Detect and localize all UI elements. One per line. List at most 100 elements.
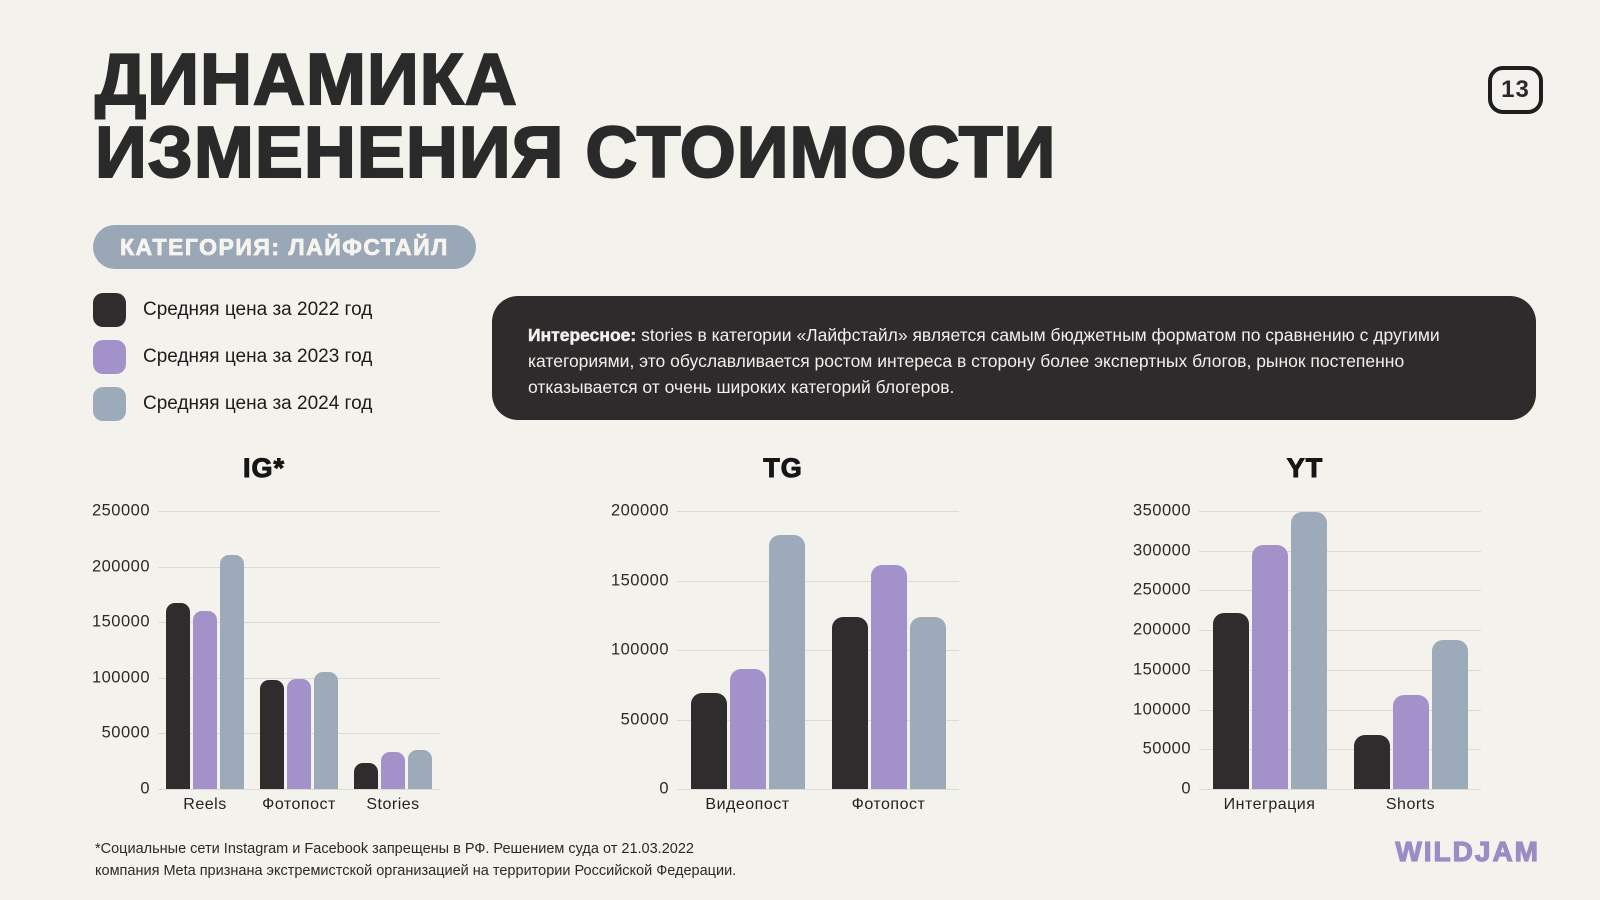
bar-group bbox=[831, 511, 946, 789]
gridline bbox=[1199, 789, 1481, 790]
gridline bbox=[677, 511, 959, 512]
gridline bbox=[158, 789, 440, 790]
insight-text: stories в категории «Лайфстайл» является… bbox=[528, 325, 1440, 397]
bar bbox=[408, 750, 432, 789]
y-tick-label: 200000 bbox=[610, 501, 669, 520]
legend-swatch-2024 bbox=[93, 387, 126, 421]
bar bbox=[870, 565, 907, 789]
y-tick-label: 200000 bbox=[1132, 620, 1191, 639]
bar-group bbox=[354, 511, 432, 789]
gridline bbox=[1199, 550, 1481, 552]
bar bbox=[314, 672, 338, 789]
legend-label-2024: Средняя цена за 2024 год bbox=[143, 393, 373, 414]
x-category-label: Reels bbox=[183, 796, 227, 813]
chart-title-tg: TG bbox=[763, 453, 803, 484]
bar bbox=[909, 616, 946, 789]
x-category-label: Видеопост bbox=[705, 796, 790, 813]
chart-legend: Средняя цена за 2022 год Средняя цена за… bbox=[93, 293, 372, 434]
bar-group bbox=[1353, 511, 1468, 789]
y-tick-label: 250000 bbox=[1132, 580, 1191, 599]
y-tick-label: 200000 bbox=[91, 557, 150, 576]
chart-ig: IG* 250000 200000 150000 100000 50000 0 Reels… bbox=[88, 448, 440, 823]
y-tick-label: 150000 bbox=[610, 571, 669, 589]
y-tick-label: 0 bbox=[140, 779, 150, 798]
y-axis-ig: 250000 200000 150000 100000 50000 0 bbox=[88, 502, 150, 798]
x-category-label: Stories bbox=[366, 796, 420, 813]
gridline bbox=[1199, 749, 1481, 751]
bar bbox=[729, 669, 766, 789]
gridline bbox=[1199, 511, 1481, 512]
y-tick-label: 0 bbox=[659, 779, 669, 798]
gridline bbox=[677, 719, 959, 721]
y-tick-label: 150000 bbox=[91, 612, 150, 631]
gridline bbox=[1199, 669, 1481, 671]
y-tick-label: 100000 bbox=[91, 668, 150, 687]
bar bbox=[1212, 613, 1249, 789]
bar bbox=[260, 680, 284, 789]
y-tick-label: 300000 bbox=[1132, 541, 1191, 560]
bars-row-ig bbox=[158, 511, 440, 789]
gridline bbox=[677, 650, 959, 651]
legend-item-2022: Средняя цена за 2022 год bbox=[93, 293, 372, 327]
bar bbox=[220, 555, 244, 789]
category-badge-label: КАТЕГОРИЯ: ЛАЙФСТАЙЛ bbox=[120, 233, 449, 260]
y-tick-label: 50000 bbox=[620, 710, 669, 728]
y-tick-label: 250000 bbox=[91, 501, 150, 520]
chart-body-ig: 250000 200000 150000 100000 50000 0 bbox=[88, 502, 440, 798]
page-title-line-2: ИЗМЕНЕНИЯ СТОИМОСТИ bbox=[94, 113, 1057, 193]
bar-group bbox=[1212, 511, 1327, 789]
bar-group bbox=[260, 511, 338, 789]
y-tick-label: 100000 bbox=[610, 640, 669, 659]
y-axis-tg: 200000 150000 100000 50000 0 bbox=[607, 502, 669, 798]
chart-body-yt: 350000 300000 250000 200000 150000 100000 5000… bbox=[1129, 502, 1481, 798]
legend-label-2023: Средняя цена за 2023 год bbox=[143, 346, 373, 367]
bar bbox=[193, 611, 217, 789]
bar bbox=[1353, 735, 1390, 789]
plot-area-tg bbox=[677, 511, 959, 790]
y-tick-label: 50000 bbox=[1142, 739, 1191, 758]
bars-row-yt bbox=[1199, 511, 1481, 789]
page-number: 13 bbox=[1501, 76, 1530, 103]
bars-row-tg bbox=[677, 511, 959, 789]
gridline bbox=[158, 677, 440, 679]
bar bbox=[1431, 639, 1468, 789]
gridline bbox=[158, 622, 440, 624]
wildjam-logo: WILDJAM bbox=[1395, 835, 1540, 867]
page-title-line-1: ДИНАМИКА bbox=[94, 40, 518, 120]
page-title: ДИНАМИКА ИЗМЕНЕНИЯ СТОИМОСТИ bbox=[94, 40, 1057, 193]
chart-title-yt: YT bbox=[1286, 453, 1324, 484]
insight-lead: Интересное: bbox=[528, 325, 637, 346]
y-tick-label: 100000 bbox=[1132, 700, 1191, 719]
gridline bbox=[1199, 630, 1481, 632]
bar bbox=[768, 534, 805, 789]
bar bbox=[1251, 545, 1288, 789]
bar bbox=[287, 678, 311, 789]
gridline bbox=[1199, 590, 1481, 592]
legend-swatch-2022 bbox=[93, 293, 126, 327]
gridline bbox=[1199, 709, 1481, 711]
x-category-label: Фотопост bbox=[262, 796, 336, 813]
y-tick-label: 50000 bbox=[101, 723, 150, 742]
legend-swatch-2023 bbox=[93, 340, 126, 374]
chart-yt: YT 350000 300000 250000 200000 150000 100000 5… bbox=[1129, 448, 1481, 823]
bar bbox=[1392, 695, 1429, 789]
gridline bbox=[158, 511, 440, 512]
legend-item-2023: Средняя цена за 2023 год bbox=[93, 340, 372, 374]
gridline bbox=[158, 566, 440, 568]
bar bbox=[166, 603, 190, 789]
bar bbox=[354, 763, 378, 789]
gridline bbox=[677, 789, 959, 790]
legend-item-2024: Средняя цена за 2024 год bbox=[93, 387, 372, 421]
gridline bbox=[677, 580, 959, 582]
footnote: *Социальные сети Instagram и Facebook за… bbox=[95, 838, 736, 882]
bar bbox=[381, 752, 405, 789]
x-axis-labels-tg: Видеопост Фотопост bbox=[677, 796, 959, 814]
x-axis-labels-ig: Reels Фотопост Stories bbox=[158, 796, 440, 814]
page-number-badge: 13 bbox=[1488, 66, 1543, 114]
plot-area-yt bbox=[1199, 511, 1481, 790]
y-tick-label: 350000 bbox=[1132, 501, 1191, 520]
footnote-line-1: *Социальные сети Instagram и Facebook за… bbox=[95, 841, 694, 857]
plot-area-ig bbox=[158, 511, 440, 790]
bar bbox=[1290, 511, 1327, 789]
